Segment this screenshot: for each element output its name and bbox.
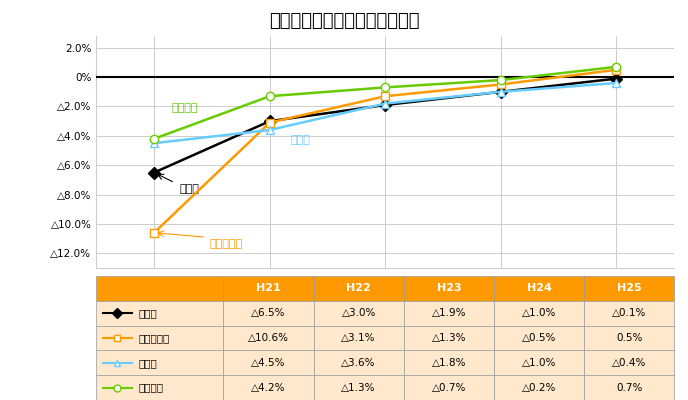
Text: △3.6%: △3.6% (341, 358, 376, 368)
Text: △1.3%: △1.3% (431, 333, 466, 343)
Text: △0.1%: △0.1% (612, 308, 646, 318)
Text: △3.1%: △3.1% (341, 333, 376, 343)
Text: 東京圈: 東京圈 (138, 308, 157, 318)
Text: △0.5%: △0.5% (522, 333, 556, 343)
Text: △1.8%: △1.8% (431, 358, 466, 368)
Text: 大阪圈: 大阪圈 (290, 135, 310, 145)
Text: △4.2%: △4.2% (251, 382, 286, 393)
Text: 名古屋圈: 名古屋圈 (171, 103, 198, 113)
Text: △1.0%: △1.0% (522, 358, 556, 368)
Text: 大阪圈: 大阪圈 (138, 358, 157, 368)
Text: △1.0%: △1.0% (522, 308, 556, 318)
Text: H22: H22 (346, 283, 371, 294)
Text: △10.6%: △10.6% (248, 333, 289, 343)
Text: H21: H21 (256, 283, 281, 294)
Text: △1.9%: △1.9% (431, 308, 466, 318)
Text: 0.7%: 0.7% (616, 382, 643, 393)
Text: 0.5%: 0.5% (616, 333, 643, 343)
Text: △6.5%: △6.5% (251, 308, 286, 318)
Text: 名古屋圈: 名古屋圈 (138, 382, 163, 393)
Text: △0.2%: △0.2% (522, 382, 556, 393)
Text: △1.3%: △1.3% (341, 382, 376, 393)
Text: H24: H24 (526, 283, 552, 294)
Text: △4.5%: △4.5% (251, 358, 286, 368)
Text: △3.0%: △3.0% (341, 308, 376, 318)
Text: △0.4%: △0.4% (612, 358, 646, 368)
Text: H23: H23 (437, 283, 461, 294)
Text: 圈域別住宅地の年間変動率推移: 圈域別住宅地の年間変動率推移 (269, 12, 419, 30)
Text: 東京圈: 東京圈 (180, 184, 200, 194)
Text: 東京都区部: 東京都区部 (210, 239, 243, 249)
Text: 東京都区部: 東京都区部 (138, 333, 169, 343)
Text: △0.7%: △0.7% (431, 382, 466, 393)
Text: H25: H25 (617, 283, 641, 294)
